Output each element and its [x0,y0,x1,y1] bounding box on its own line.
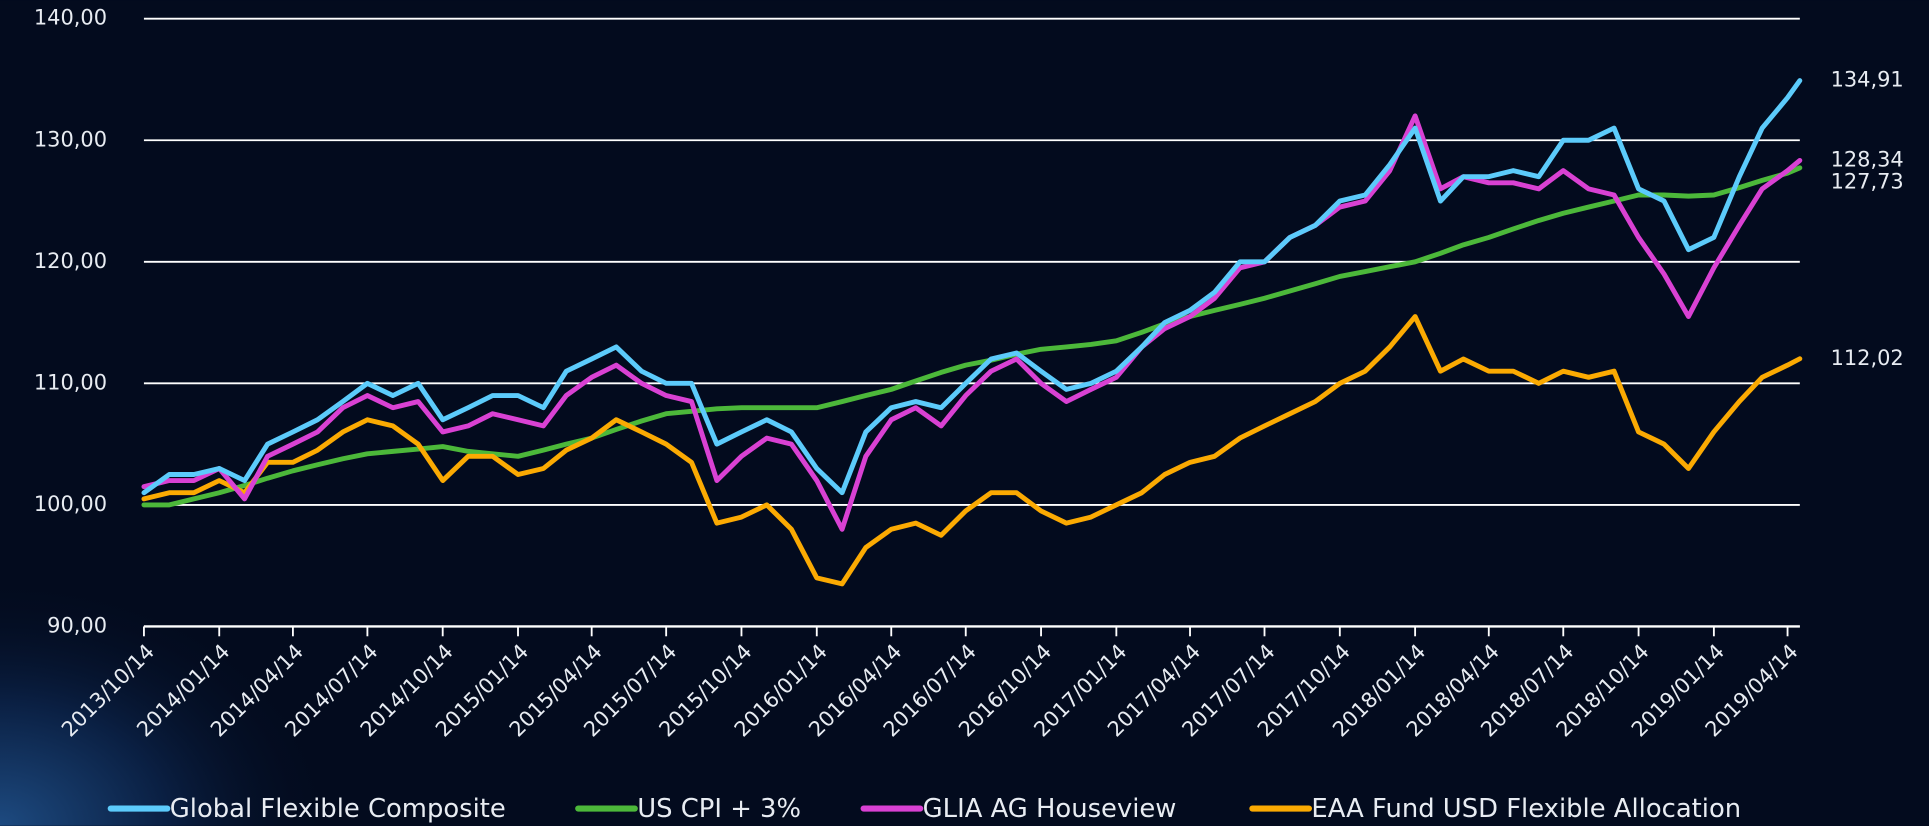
series-line [141,314,1803,587]
y-tick-label: 110,00 [34,370,107,394]
legend-label: US CPI + 3% [637,794,801,824]
end-value-label: 134,91 [1831,68,1904,92]
legend-label: EAA Fund USD Flexible Allocation [1311,794,1741,824]
legend-label: Global Flexible Composite [170,794,506,824]
y-tick-label: 140,00 [34,6,107,30]
legend-label: GLIA AG Houseview [923,794,1177,824]
y-tick-label: 130,00 [34,127,107,151]
end-value-label: 128,34 [1831,147,1904,171]
background-glow [0,369,616,826]
series-line [141,78,1803,496]
y-tick-label: 90,00 [47,613,107,637]
end-value-label: 127,73 [1831,170,1904,194]
y-tick-label: 100,00 [34,492,107,516]
y-tick-label: 120,00 [34,249,107,273]
end-value-label: 112,02 [1831,346,1904,370]
series-line [141,113,1803,532]
